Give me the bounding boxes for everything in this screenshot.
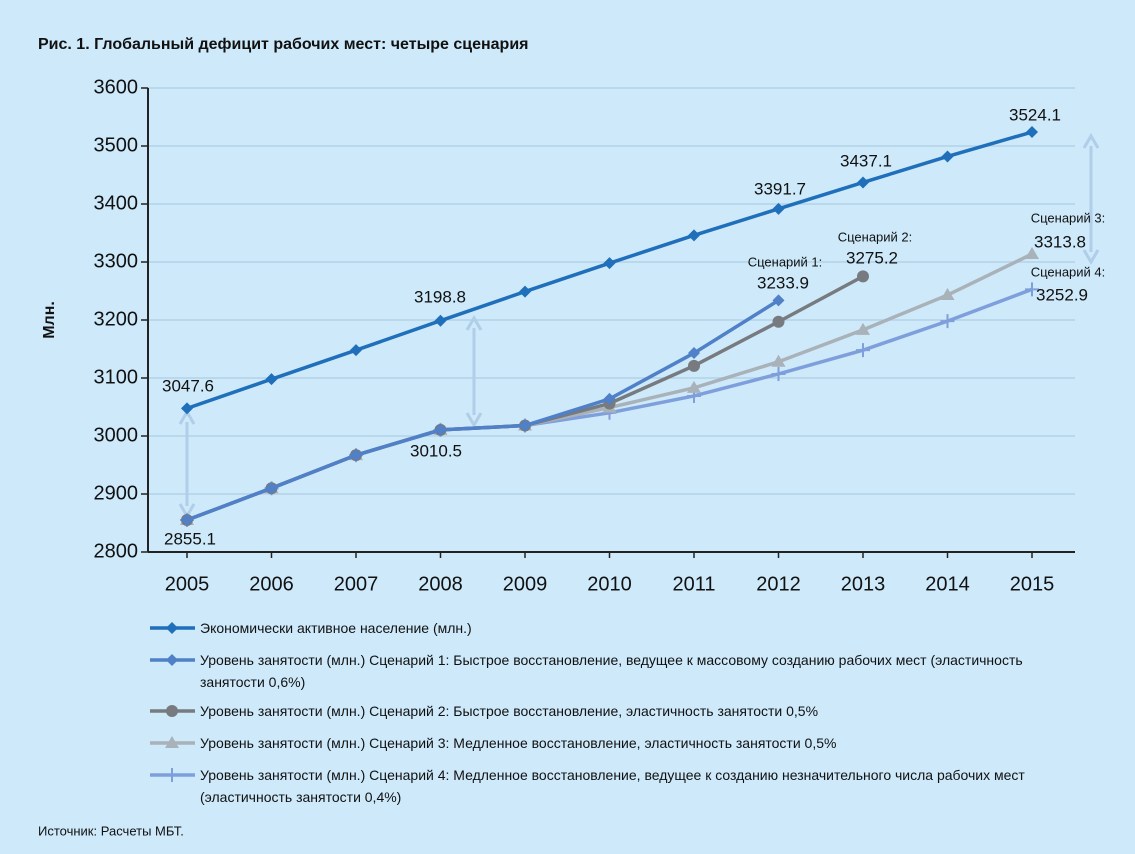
arrow-head [1082,133,1100,149]
point [772,294,785,307]
y-tick-label: 3300 [94,250,139,272]
point [940,288,955,301]
point [350,344,362,357]
y-axis-label: Млн. [41,301,58,339]
point [771,354,786,367]
x-tick-label: 2005 [165,573,210,595]
series [181,126,1038,415]
annotation: Сценарий 4: [1031,264,1106,279]
x-tick-label: 2011 [672,573,715,595]
point [519,285,531,298]
x-tick-label: 2010 [587,573,632,595]
x-tick-label: 2012 [756,573,801,595]
point [856,343,870,358]
source: Источник: Расчеты МБТ. [38,823,184,838]
arrow-head [1082,249,1100,265]
gap-arrow [1082,133,1100,265]
y-tick-label: 3500 [94,134,139,156]
data-label: 3233.9 [757,273,809,292]
point [434,314,447,327]
point [687,380,701,393]
chart-title: Рис. 1. Глобальный дефицит рабочих мест:… [38,36,528,53]
y-tick-label: 3400 [94,192,139,214]
data-label: 3198.8 [414,287,466,306]
point [1026,126,1038,139]
point [772,202,785,215]
point [771,366,786,381]
data-label: 3047.6 [162,376,214,395]
point [603,257,616,270]
legend-entry: Уровень занятости (млн.) Сценарий 1: Быс… [200,652,1023,690]
point [857,270,869,283]
legend-entry: Уровень занятости (млн.) Сценарий 4: Мед… [200,767,1025,805]
point [265,482,278,495]
point [519,419,531,432]
series [181,294,785,527]
legend-marker [165,736,179,748]
point [181,514,193,527]
legend-entry: Уровень занятости (млн.) Сценарий 2: Быс… [200,703,819,719]
series-line [186,298,780,522]
data-label: 3437.1 [840,151,892,170]
point [857,176,869,189]
data-label: 3010.5 [410,441,462,460]
point [1025,282,1039,297]
legend-marker [166,654,178,666]
data-label: 3275.2 [846,248,898,267]
x-tick-label: 2014 [925,573,970,595]
point [772,315,785,328]
point [181,402,193,415]
point [265,373,278,386]
y-tick-label: 3000 [94,424,139,446]
annotation: Сценарий 2: [838,229,913,244]
point [688,347,700,360]
point [1025,246,1039,259]
legend-entry: Экономически активное население (млн.) [200,620,472,636]
y-tick-label: 3200 [94,308,139,330]
x-tick-label: 2013 [841,573,886,595]
annotation: Сценарий 3: [1031,210,1106,225]
series [180,246,1039,526]
data-label: 3391.7 [754,179,806,198]
data-label: 2855.1 [164,529,216,548]
data-label: 3524.1 [1009,105,1061,124]
y-tick-label: 3600 [94,76,139,98]
point [688,359,700,372]
point [856,322,870,335]
point [603,392,616,405]
legend-marker [166,705,178,717]
annotation: Сценарий 1: [748,254,823,269]
point [940,314,955,329]
y-tick-label: 2800 [94,540,139,562]
point [941,150,954,163]
point [350,449,362,462]
legend-marker [166,622,178,634]
arrow-head [465,412,483,428]
arrow-head [465,315,483,331]
gap-arrow [178,409,196,519]
data-label: 3313.8 [1034,232,1086,251]
data-label: 3252.9 [1036,285,1088,304]
series-line [186,130,1033,411]
x-tick-label: 2009 [503,573,548,595]
series-line [186,252,1033,522]
point [434,423,447,436]
gap-arrow [465,315,483,428]
x-tick-label: 2015 [1010,573,1055,595]
y-tick-label: 3100 [94,366,139,388]
x-tick-label: 2008 [418,573,463,595]
y-tick-label: 2900 [94,482,139,504]
point [688,229,700,242]
legend-entry: Уровень занятости (млн.) Сценарий 3: Мед… [200,735,837,751]
x-tick-label: 2006 [249,573,294,595]
legend-marker [165,768,179,782]
x-tick-label: 2007 [334,573,379,595]
